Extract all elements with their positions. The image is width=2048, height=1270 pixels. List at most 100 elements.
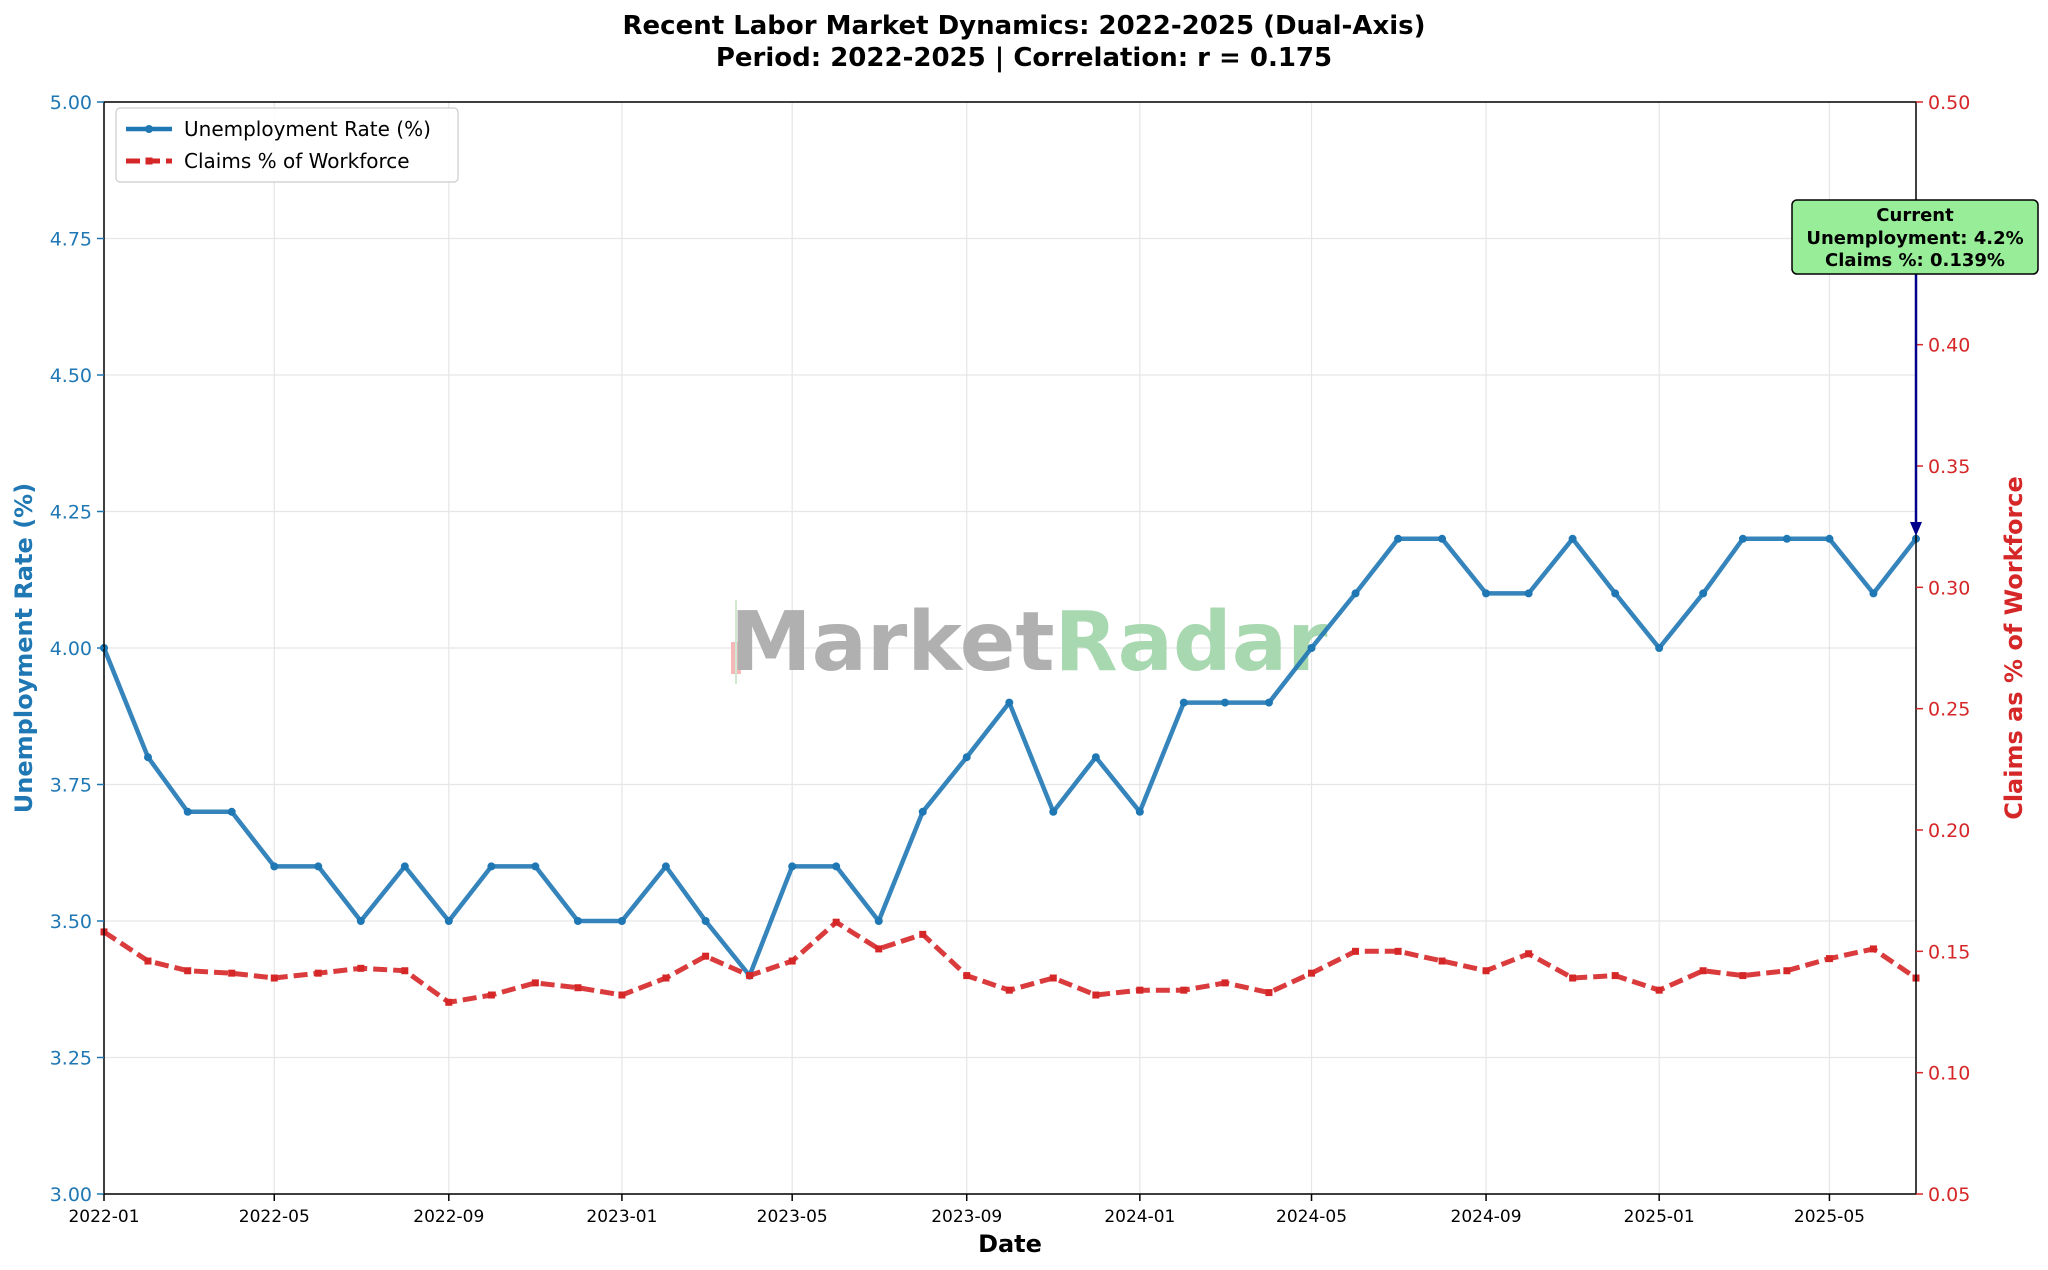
claims-point [832,918,840,926]
unemployment-point [661,862,670,871]
claims-point [1611,972,1619,980]
claims-point [1265,989,1273,997]
unemployment-point [1264,698,1273,707]
left-axis-label: Unemployment Rate (%) [10,483,38,813]
unemployment-point [788,862,797,871]
watermark: MarketRadar [730,595,1328,690]
right-tick-label: 0.25 [1928,699,1970,721]
claims-point [1394,947,1402,955]
claims-point [1049,974,1057,982]
right-tick-label: 0.20 [1928,820,1970,842]
right-axis-label: Claims as % of Workforce [2000,476,2028,820]
x-tick-label: 2025-05 [1794,1207,1865,1227]
claims-point [1739,972,1747,980]
claims-point [314,969,322,977]
chart-subtitle: Period: 2022-2025 | Correlation: r = 0.1… [716,43,1332,73]
annotation-box [1791,199,2039,275]
claims-point [1180,986,1188,994]
claims-point [963,972,971,980]
claims-point [1092,991,1100,999]
unemployment-point [1482,589,1491,598]
claims-point [270,974,278,982]
unemployment-point [1091,753,1100,762]
unemployment-point [270,862,279,871]
left-tick-label: 4.25 [50,502,92,524]
claims-point [144,957,152,965]
claims-point [1655,986,1663,994]
right-tick-label: 0.15 [1928,941,1970,963]
unemployment-point [1179,698,1188,707]
x-tick-label: 2024-09 [1451,1207,1522,1227]
unemployment-point [1135,807,1144,816]
legend-marker-unemployment [145,125,153,133]
watermark-part-market: Market [730,595,1055,690]
claims-point [746,972,754,980]
left-tick-label: 3.25 [50,1048,92,1070]
x-tick-label: 2024-01 [1104,1207,1175,1227]
chart-title: Recent Labor Market Dynamics: 2022-2025 … [623,11,1426,41]
claims-point [1699,967,1707,975]
x-tick-label: 2023-01 [586,1207,657,1227]
right-tick-label: 0.10 [1928,1063,1970,1085]
claims-point [788,957,796,965]
legend-swatch-claims [126,157,172,165]
unemployment-point [918,807,927,816]
claims-point [1525,950,1533,958]
legend-swatch-unemployment [126,125,172,133]
grid-lines [103,101,1916,1195]
x-tick-label: 2022-05 [239,1207,310,1227]
claims-point [875,945,883,953]
claims-point [401,967,409,975]
unemployment-point [1394,534,1403,543]
claims-point [1136,986,1144,994]
x-tick-label: 2022-01 [68,1207,139,1227]
unemployment-point [1220,698,1229,707]
x-tick-label: 2024-05 [1276,1207,1347,1227]
unemployment-point [400,862,409,871]
annotation-line-claims: Claims %: 0.139% [1825,250,2005,271]
unemployment-point [1825,534,1834,543]
unemployment-point [832,862,841,871]
claims-point [1482,967,1490,975]
claims-point [1869,945,1877,953]
legend-label-unemployment: Unemployment Rate (%) [184,117,431,141]
legend-label-claims: Claims % of Workforce [184,149,410,173]
unemployment-point [1655,644,1664,652]
unemployment-point [1611,589,1620,598]
claims-point [702,952,710,960]
unemployment-point [701,917,710,925]
claims-point [487,991,495,999]
left-tick-label: 4.50 [50,365,92,387]
unemployment-point [1738,534,1747,543]
unemployment-point [1438,534,1447,543]
legend-marker-claims [145,157,153,165]
series-layer [100,534,1920,1006]
unemployment-point [617,917,626,925]
unemployment-point [1869,589,1878,598]
unemployment-point [314,862,323,871]
unemployment-point [1699,589,1708,598]
claims-point [1438,957,1446,965]
left-tick-label: 5.00 [50,92,92,114]
watermark-logo-bar-green [735,600,737,684]
left-tick-label: 4.75 [50,229,92,251]
legend: Unemployment Rate (%) Claims % of Workfo… [115,107,459,183]
right-tick-label: 0.50 [1928,92,1970,114]
claims-point [1825,955,1833,963]
right-tick-label: 0.30 [1928,577,1970,599]
unemployment-point [573,917,582,925]
left-tick-label: 3.00 [50,1184,92,1206]
claims-point [1005,986,1013,994]
claims-point [618,991,626,999]
claims-point [662,974,670,982]
right-tick-label: 0.05 [1928,1184,1970,1206]
unemployment-point [143,753,152,762]
right-tick-label: 0.35 [1928,456,1970,478]
left-axis-ticks: 3.00 3.25 3.50 3.75 4.00 4.25 4.50 4.75 5.00 [50,92,104,1206]
unemployment-point [444,917,453,925]
claims-point [919,930,927,938]
legend-box [115,107,459,183]
unemployment-point [962,753,971,762]
claims-point [1308,969,1316,977]
